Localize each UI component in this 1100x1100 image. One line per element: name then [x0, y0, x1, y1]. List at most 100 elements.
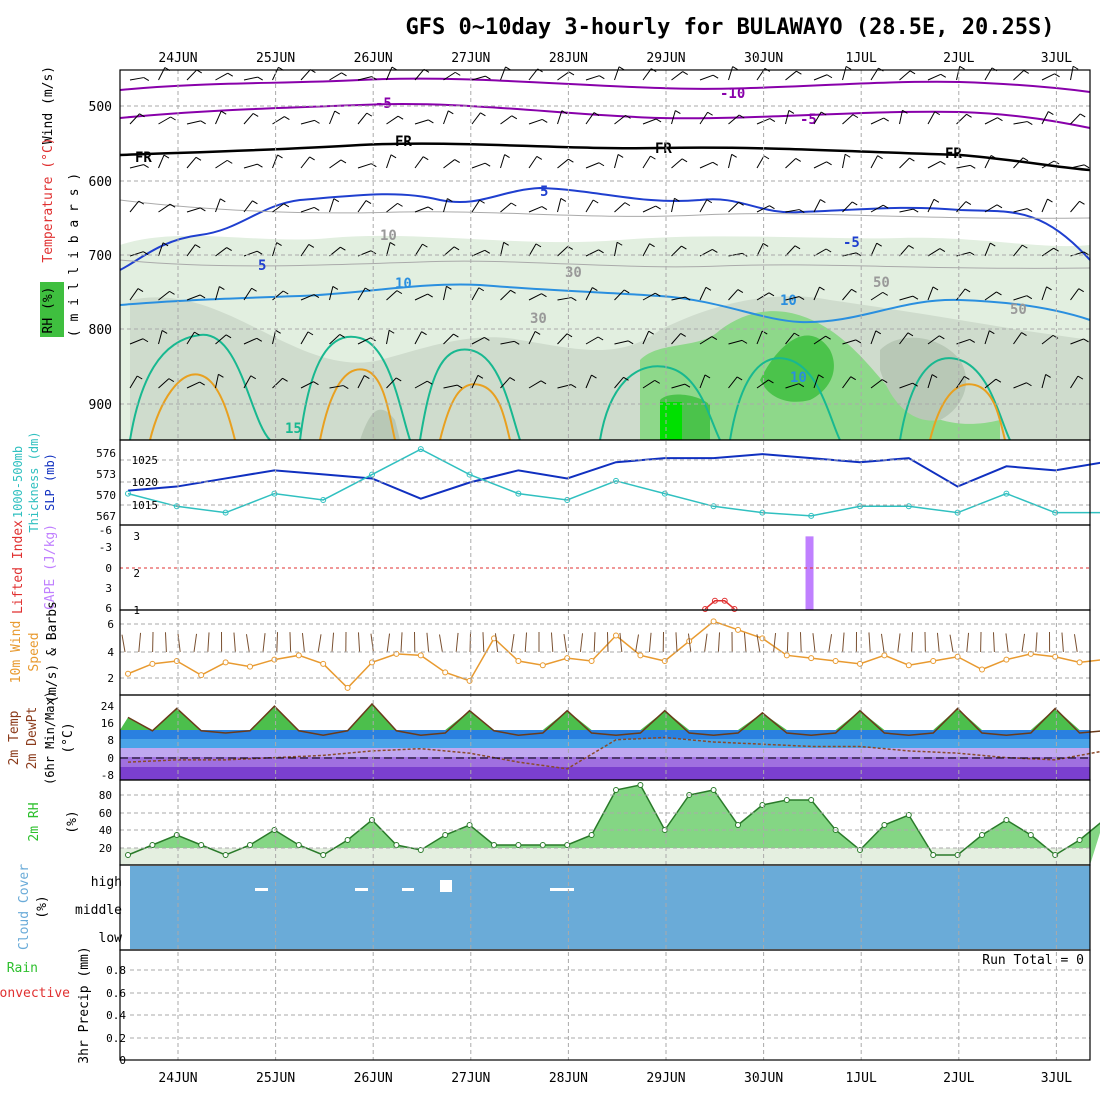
precip-tick: 0.6	[106, 987, 126, 1000]
wind-barb	[256, 250, 263, 255]
wind-barb	[756, 379, 769, 389]
wind-barb	[785, 332, 795, 345]
wind-barb	[163, 154, 170, 159]
wind-barb	[736, 376, 743, 381]
wind-barb	[528, 380, 542, 389]
wind-barb	[1027, 121, 1033, 125]
wind-barb	[557, 71, 570, 81]
wind-barb	[699, 336, 713, 345]
wind-barb	[875, 330, 882, 335]
wind-barb	[129, 338, 144, 345]
wind-barb	[443, 159, 455, 169]
wind-barb	[414, 206, 429, 213]
wind-speed-point	[905, 662, 912, 669]
wind-barb	[138, 200, 145, 205]
wind-barb-10m	[756, 634, 761, 653]
wind-barb	[397, 115, 404, 120]
wind-speed-point	[881, 652, 888, 659]
wind-speed-point	[369, 659, 375, 666]
wind-barb	[996, 291, 1002, 296]
wind-barb	[243, 113, 254, 125]
wind-barb	[186, 294, 201, 301]
wind-barb	[256, 337, 263, 342]
temp-line	[127, 702, 1100, 737]
wind-barb	[707, 111, 713, 116]
wind-barb	[1041, 374, 1047, 389]
wind-barb	[855, 339, 862, 344]
wind-barb	[756, 243, 764, 257]
wind-barb	[654, 379, 660, 384]
lifted-tick: -6	[99, 524, 112, 537]
wind-speed-point	[271, 656, 278, 663]
cape-tick: 2	[133, 567, 140, 580]
thickness-tick: 567	[96, 510, 116, 523]
wind-barb	[819, 286, 825, 291]
wind-barb	[129, 251, 144, 257]
wind-barb	[842, 114, 854, 125]
lifted-index-point	[711, 597, 718, 604]
wind-label: Wind (m/s)	[41, 66, 56, 144]
wind-barb	[756, 205, 770, 213]
contour-label: 50	[873, 275, 890, 291]
wind-barb	[454, 71, 461, 76]
cape-tick: 3	[133, 530, 140, 543]
wind-barb	[761, 330, 768, 335]
wind-barb	[386, 290, 398, 301]
wind-barb	[275, 329, 281, 334]
wind-barb-10m	[1035, 632, 1038, 653]
wind-barb	[443, 286, 447, 301]
wind-barb	[794, 245, 801, 250]
wind-barb	[215, 72, 228, 81]
rh-contour	[119, 199, 1091, 219]
wind-barb	[427, 293, 433, 298]
slp-label: SLP (mb)	[43, 453, 57, 511]
wind-barb	[300, 156, 311, 169]
wind-barb	[414, 119, 429, 125]
wind-barb	[934, 111, 941, 116]
wind-barb	[1041, 160, 1055, 169]
temp-area	[120, 703, 1100, 730]
wind-barb	[671, 383, 686, 389]
rh-point	[905, 812, 912, 818]
lifted-tick: 3	[105, 582, 112, 595]
wind-barb	[500, 377, 511, 389]
wind-speed-point	[198, 672, 205, 679]
wind-barb	[272, 377, 283, 389]
temp-band	[120, 767, 1090, 780]
wind-barb-10m	[949, 634, 954, 653]
rh-point	[320, 852, 327, 858]
wind-barb	[855, 252, 862, 257]
wind-barb	[500, 154, 506, 169]
wind-barb	[624, 202, 631, 207]
date-label-top: 26JUN	[354, 51, 393, 66]
wind-barb	[341, 72, 347, 77]
contour-label: 10	[780, 293, 797, 309]
wind-speed-point	[979, 666, 985, 673]
wind-barb-10m	[510, 633, 515, 653]
wind-barb	[366, 112, 373, 117]
thickness-point	[661, 490, 668, 497]
upper-ytick-label: 900	[89, 398, 112, 413]
wind-barb	[186, 156, 197, 169]
wind-barb	[194, 331, 200, 336]
wind-barb	[568, 158, 574, 163]
wind-barb	[799, 209, 805, 213]
wind-barb	[136, 375, 143, 380]
wind-barb	[252, 113, 259, 117]
wind-barb	[504, 154, 510, 159]
wind-label-3: (m/s) & Barbs	[45, 601, 60, 703]
rh-point	[735, 822, 741, 828]
contour-label: 10	[790, 370, 807, 386]
wind-barb-10m	[1061, 632, 1064, 653]
wind-barb	[357, 375, 365, 389]
wind-barb	[681, 158, 688, 163]
wind-barb	[623, 376, 629, 381]
wind-barb	[479, 199, 485, 204]
wind-speed-point	[954, 653, 961, 660]
wind-barb	[650, 155, 656, 160]
wind-barb	[414, 380, 428, 389]
temperature-contour	[599, 365, 721, 441]
wind-barb-10m	[317, 634, 322, 653]
wind-speed-point	[661, 658, 668, 664]
wind-barb	[568, 71, 575, 76]
